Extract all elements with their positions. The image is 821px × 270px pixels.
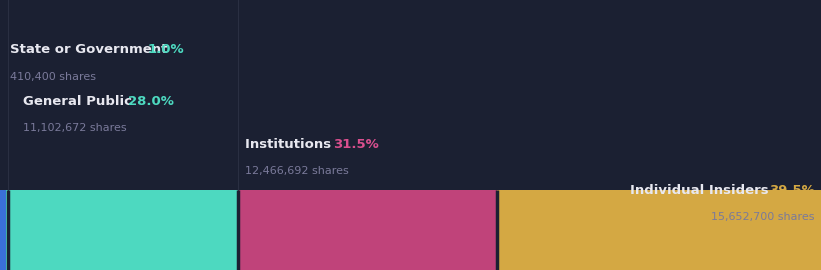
Text: 410,400 shares: 410,400 shares — [10, 72, 96, 82]
Text: 28.0%: 28.0% — [128, 95, 174, 108]
Text: State or Government: State or Government — [10, 43, 172, 56]
Bar — [8, 190, 238, 270]
Bar — [238, 190, 497, 270]
Text: Institutions: Institutions — [245, 138, 336, 151]
Text: 1.0%: 1.0% — [148, 43, 185, 56]
Bar — [497, 190, 821, 270]
Bar — [0, 190, 6, 270]
Text: General Public: General Public — [23, 95, 136, 108]
Text: 11,102,672 shares: 11,102,672 shares — [23, 123, 126, 133]
Text: 15,652,700 shares: 15,652,700 shares — [711, 212, 814, 222]
Text: 31.5%: 31.5% — [333, 138, 379, 151]
Text: Individual Insiders: Individual Insiders — [631, 184, 773, 197]
Text: 12,466,692 shares: 12,466,692 shares — [245, 166, 348, 177]
Bar — [0, 190, 8, 270]
Text: 39.5%: 39.5% — [768, 184, 814, 197]
